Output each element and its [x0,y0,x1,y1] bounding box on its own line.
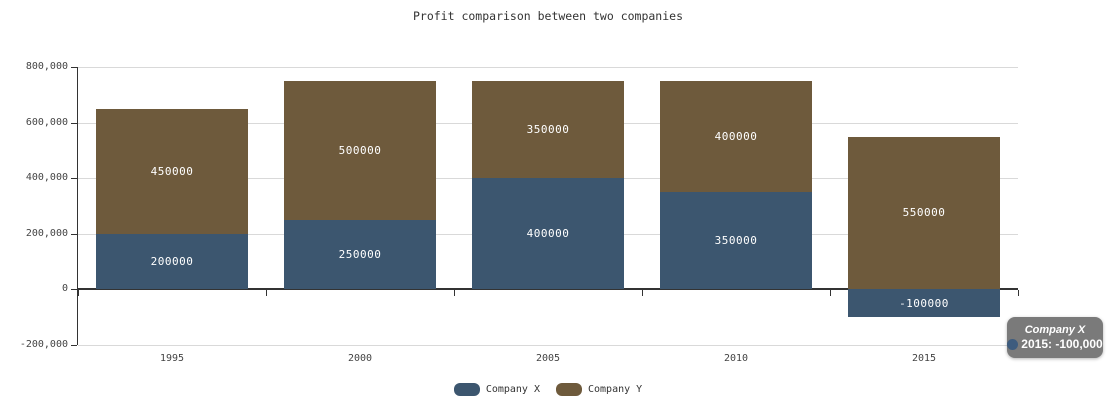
bar-value-label: 200000 [150,255,194,269]
x-axis-label: 2005 [535,353,561,364]
bar-value-label: 500000 [338,143,382,157]
y-axis-label: 400,000 [25,172,68,184]
plot-area: 800,000 600,000 400,000 200,000 0 -200,000 200… [20,61,1019,364]
bar-value-label: 400000 [714,129,758,143]
y-tick-mark [71,345,77,346]
x-tick-mark [1017,290,1019,297]
bar-value-label: 550000 [902,206,946,220]
x-tick-mark [77,290,79,297]
y-axis-label: 0 [61,283,68,295]
x-axis-label: 2000 [347,353,373,364]
y-axis-label: -200,000 [19,339,68,350]
y-tick-mark [71,67,77,68]
bar-segment-company-x-2015[interactable]: -100000 [848,289,1000,318]
bar-segment-company-x-1995[interactable]: 200000 [96,233,248,290]
x-axis-label: 2015 [911,353,937,364]
y-axis-line [77,67,78,345]
bar-segment-company-y-2015[interactable]: 550000 [848,136,1000,290]
legend-item-company-x[interactable]: Company X [453,383,540,396]
bar-segment-company-y-1995[interactable]: 450000 [96,108,248,234]
x-tick-mark [829,290,831,297]
y-axis-label: 800,000 [25,61,68,72]
y-tick-mark [71,122,77,124]
legend-swatch-company-x-icon [453,383,480,396]
legend-label-company-x: Company X [485,384,540,395]
x-tick-mark [641,290,643,297]
x-axis-label: 2010 [723,353,749,364]
x-axis-line [78,288,1018,291]
legend-label-company-y: Company Y [588,384,643,395]
y-tick-mark [71,178,77,180]
bar-value-label: 400000 [526,227,570,241]
legend: Company X Company Y [78,383,1018,396]
x-axis-label: 1995 [159,353,185,364]
y-gridline [78,345,1018,346]
x-tick-mark [453,290,455,297]
bar-value-label: 450000 [150,164,194,178]
tooltip-series-name: Company X [1024,324,1086,336]
bar-segment-company-y-2005[interactable]: 350000 [472,80,624,179]
bar-segment-company-x-2000[interactable]: 250000 [284,219,436,290]
bar-segment-company-y-2010[interactable]: 400000 [660,80,812,193]
chart-title: Profit comparison between two companies [412,9,684,23]
bar-value-label: -100000 [899,296,949,310]
tooltip-value: 2015: -100,000 [1021,337,1103,351]
bar-value-label: 350000 [526,123,570,137]
legend-item-company-y[interactable]: Company Y [556,383,642,396]
legend-swatch-company-y-icon [556,383,582,396]
bar-segment-company-x-2005[interactable]: 400000 [472,178,624,290]
x-tick-mark [265,290,267,297]
y-gridline [78,67,1018,68]
bar-segment-company-y-2000[interactable]: 500000 [284,80,436,220]
tooltip: Company X 2015: -100,000 [1007,317,1103,358]
tooltip-marker-icon [1007,339,1019,350]
bar-value-label: 250000 [338,248,382,262]
bar-segment-company-x-2010[interactable]: 350000 [660,192,812,290]
y-tick-mark [71,233,77,235]
bar-value-label: 350000 [714,234,758,248]
y-axis-label: 200,000 [25,227,68,239]
y-axis-label: 600,000 [25,116,68,128]
y-tick-mark [71,289,77,291]
